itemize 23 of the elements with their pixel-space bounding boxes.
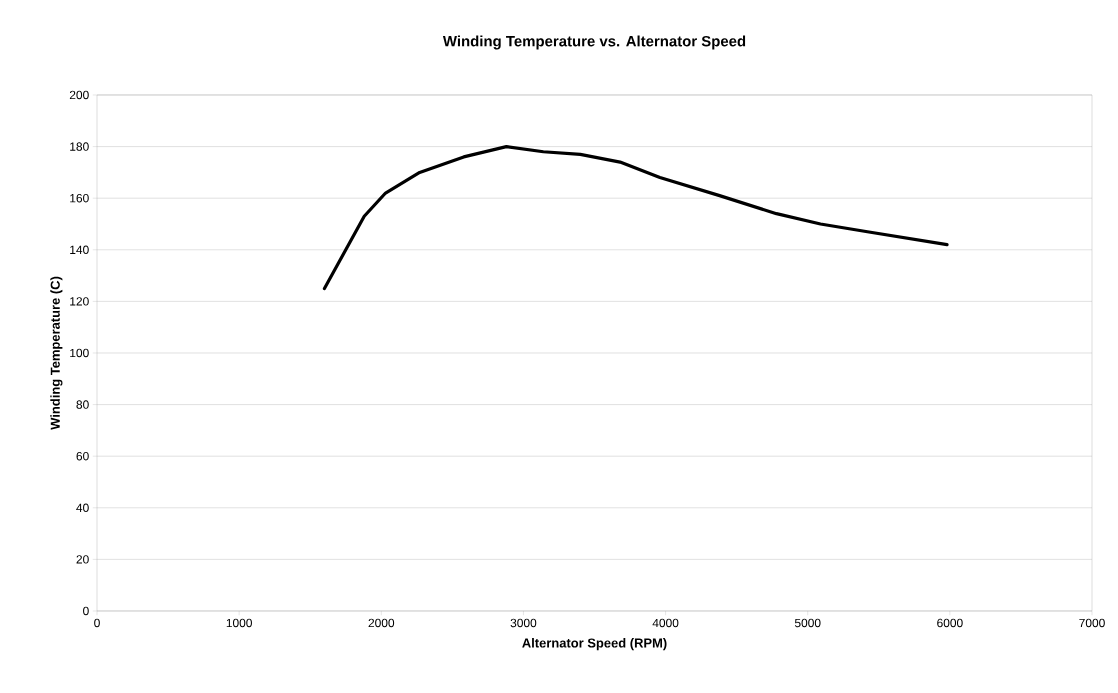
y-tick-label: 100 [70, 348, 89, 358]
y-axis-title: Winding Temperature (C) [50, 276, 63, 430]
y-tick-label: 200 [69, 90, 89, 100]
x-tick-label: 4000 [652, 618, 679, 628]
y-tick-label: 60 [76, 451, 89, 461]
x-tick-label: 0 [94, 618, 100, 628]
y-tick-label: 140 [70, 245, 89, 255]
y-tick-label: 40 [76, 503, 89, 513]
y-tick-label: 80 [76, 400, 89, 409]
y-tick-label: 120 [70, 297, 89, 306]
y-tick-label: 180 [70, 142, 89, 151]
x-tick-label: 7000 [1079, 618, 1105, 628]
y-tick-label: 160 [70, 193, 89, 203]
x-tick-label: 1000 [226, 618, 252, 628]
x-tick-label: 2000 [368, 618, 395, 628]
y-tick-label: 0 [83, 606, 89, 616]
x-axis-title: Alternator Speed (RPM) [522, 638, 667, 651]
x-tick-label: 5000 [794, 618, 821, 628]
y-tick-label: 20 [76, 555, 89, 564]
x-tick-label: 6000 [937, 618, 963, 628]
chart-title: Winding Temperature vs. Alternator Speed [442, 35, 746, 50]
x-tick-label: 3000 [510, 618, 537, 628]
line-series [322, 144, 949, 291]
